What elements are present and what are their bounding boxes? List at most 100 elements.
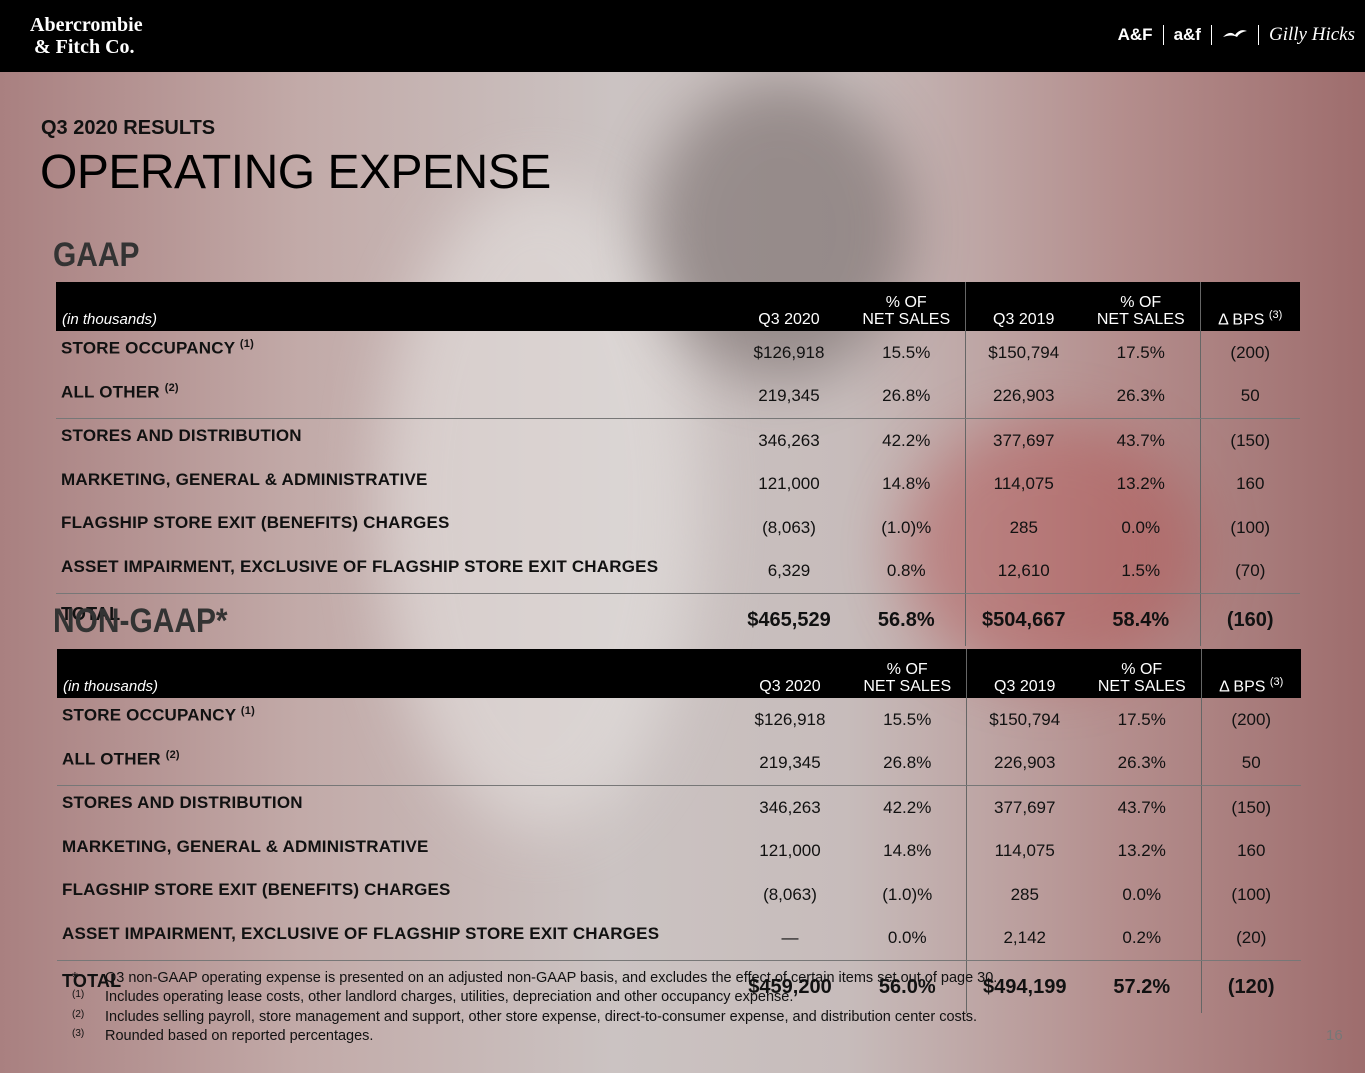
cell: 26.8%: [849, 741, 966, 786]
cell: 2,142: [965, 916, 1083, 961]
column-header: (in thousands): [56, 282, 730, 331]
cell: (70): [1199, 549, 1300, 594]
row-label: FLAGSHIP STORE EXIT (BENEFITS) CHARGES: [57, 873, 731, 917]
row: STORES AND DISTRIBUTION 346,263 42.2% 377,6…: [57, 785, 1301, 830]
label-text: STORES AND DISTRIBUTION: [61, 426, 302, 445]
row-label: MARKETING, GENERAL & ADMINISTRATIVE: [57, 830, 731, 874]
header-row: (in thousands) Q3 2020% OF NET SALES Q3 201…: [56, 282, 1300, 331]
cell: 377,697: [964, 418, 1082, 463]
cell: 57.2%: [1113, 975, 1171, 998]
header-text: Δ BPS: [1218, 311, 1265, 328]
cell: 121,000: [758, 474, 820, 494]
header-row: (in thousands) Q3 2020% OF NET SALES Q3 201…: [57, 649, 1301, 698]
header-text: NET SALES: [1097, 678, 1186, 695]
column-header: % OF NET SALES: [849, 649, 966, 698]
row-label: STORE OCCUPANCY (1): [56, 331, 730, 375]
column-header: % OF NET SALES: [1082, 282, 1200, 331]
row: FLAGSHIP STORE EXIT (BENEFITS) CHARGES (8…: [56, 506, 1300, 550]
column-header: Q3 2020: [731, 649, 849, 698]
footnote-mark: (1): [72, 989, 85, 1000]
header-text: NET SALES: [862, 311, 951, 328]
row-label: ASSET IMPAIRMENT, EXCLUSIVE OF FLAGSHIP …: [57, 916, 731, 961]
footnote-text: Q3 non-GAAP operating expense is present…: [105, 970, 998, 986]
cell: $126,918: [754, 709, 826, 729]
footnote-mark: *: [72, 969, 78, 986]
row-label: STORES AND DISTRIBUTION: [57, 786, 731, 830]
column-header: (in thousands): [57, 649, 731, 698]
label-text: ALL OTHER: [61, 382, 160, 402]
cell: 26.3%: [1082, 374, 1200, 419]
row: STORE OCCUPANCY (1) $126,918 15.5% $150,794…: [57, 698, 1301, 742]
section-heading: NON-GAAP*: [53, 602, 228, 640]
cell: $494,199: [965, 960, 1083, 1013]
cell: 0.0%: [1121, 517, 1161, 537]
cell: 42.2%: [882, 430, 931, 450]
footnote-ref: (3): [1268, 308, 1283, 321]
header-text: (in thousands): [63, 678, 159, 695]
cell: 226,903: [964, 374, 1082, 419]
row-label: ALL OTHER (2): [56, 374, 730, 419]
row-label: MARKETING, GENERAL & ADMINISTRATIVE: [56, 463, 730, 507]
label-text: ASSET IMPAIRMENT, EXCLUSIVE OF FLAGSHIP …: [62, 923, 660, 943]
label-text: ASSET IMPAIRMENT, EXCLUSIVE OF FLAGSHIP …: [61, 556, 659, 576]
header-bar: Abercrombie & Fitch Co. A&F a&f Gilly Hi…: [0, 0, 1365, 72]
cell: 13.2%: [1116, 474, 1165, 494]
cell: 0.0%: [1122, 884, 1162, 904]
cell: 226,903: [965, 741, 1083, 786]
cell: 43.7%: [1117, 797, 1166, 817]
cell: (200): [1199, 331, 1300, 375]
header-text: % OF: [1120, 294, 1162, 311]
cell: 285: [965, 873, 1083, 917]
header-text: Q3 2020: [759, 678, 821, 695]
row: STORE OCCUPANCY (1) $126,918 15.5% $150,794…: [56, 331, 1300, 375]
cell: $504,667: [964, 593, 1082, 646]
label-text: ALL OTHER: [62, 749, 161, 769]
row: ALL OTHER (2) 219,345 26.8% 226,903 26.3% 50: [57, 741, 1301, 786]
cell: $459,200: [748, 975, 832, 998]
header-text: Q3 2019: [993, 311, 1055, 328]
logo: & Fitch Co.: [34, 36, 135, 58]
header-text: NET SALES: [863, 678, 952, 695]
cell: (8,063): [763, 884, 817, 904]
column-header: Q3 2019: [964, 282, 1082, 331]
cell: 56.8%: [877, 608, 935, 631]
footnote-ref: (1): [240, 705, 255, 717]
row-label: STORE OCCUPANCY (1): [57, 698, 731, 742]
row: ASSET IMPAIRMENT, EXCLUSIVE OF FLAGSHIP …: [56, 549, 1300, 594]
cell: 26.3%: [1083, 741, 1201, 786]
column-header: Q3 2020: [730, 282, 848, 331]
row: FLAGSHIP STORE EXIT (BENEFITS) CHARGES (8…: [57, 873, 1301, 917]
footnote-text: Includes selling payroll, store manageme…: [105, 1009, 978, 1025]
cell: 114,075: [964, 462, 1082, 506]
cell: —: [731, 916, 849, 961]
brand: A&F: [1117, 25, 1153, 44]
footnote-ref: (2): [164, 381, 179, 394]
brand: Gilly Hicks: [1268, 24, 1355, 45]
cell: (8,063): [762, 517, 816, 537]
brand: a&f: [1173, 25, 1201, 44]
cell: $150,794: [965, 698, 1083, 742]
cell: 50: [1199, 374, 1300, 419]
label-text: STORES AND DISTRIBUTION: [62, 793, 303, 812]
page-number: 16: [1326, 1027, 1343, 1044]
header-text: % OF: [885, 294, 927, 311]
title: OPERATING EXPENSE: [40, 146, 551, 199]
row-label: ALL OTHER (2): [57, 741, 731, 786]
cell: 219,345: [731, 741, 849, 786]
cell: 50: [1200, 741, 1301, 786]
row: MARKETING, GENERAL & ADMINISTRATIVE 121,0…: [56, 462, 1300, 507]
cell: 0.2%: [1083, 916, 1201, 961]
cell: 14.8%: [883, 841, 932, 861]
cell: (150): [1199, 418, 1300, 463]
footnote-ref: (3): [1269, 675, 1284, 688]
footnote-text: Rounded based on reported percentages.: [105, 1028, 374, 1044]
label-text: MARKETING, GENERAL & ADMINISTRATIVE: [62, 836, 429, 856]
cell: 0.8%: [848, 549, 965, 594]
column-header: % OF NET SALES: [848, 282, 965, 331]
cell: 42.2%: [883, 797, 932, 817]
section-heading: GAAP: [53, 236, 140, 274]
footnote-mark: (2): [72, 1009, 85, 1020]
row: ALL OTHER (2) 219,345 26.8% 226,903 26.3% 50: [56, 374, 1300, 419]
cell: 0.0%: [849, 916, 966, 961]
